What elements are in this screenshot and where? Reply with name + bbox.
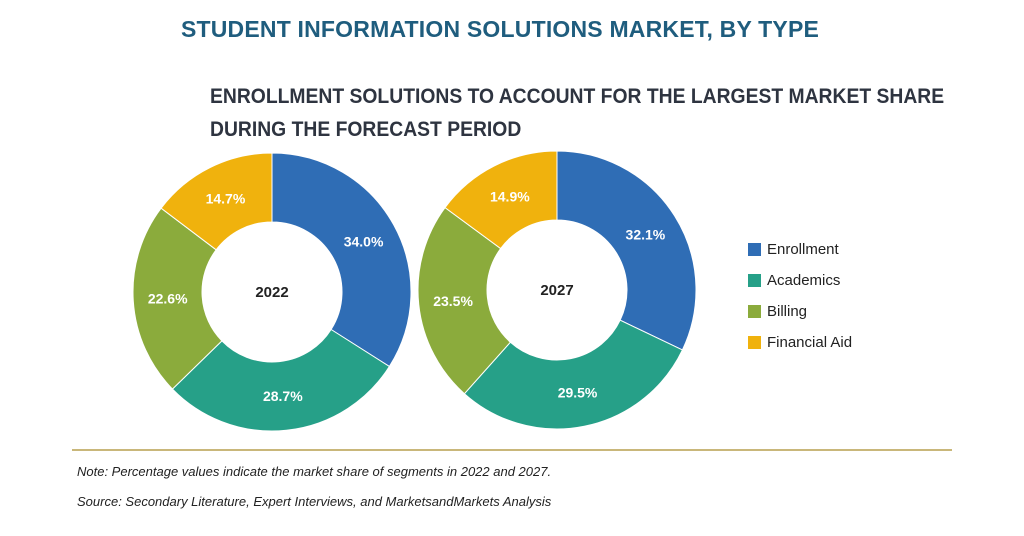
legend-swatch-financial-aid <box>748 336 761 349</box>
chart-title: STUDENT INFORMATION SOLUTIONS MARKET, BY… <box>180 16 820 42</box>
center-label-2027: 2027 <box>540 282 573 299</box>
legend-label-financial-aid: Financial Aid <box>767 334 853 351</box>
legend-item-financial-aid: Financial Aid <box>748 327 852 358</box>
legend-swatch-academics <box>748 274 761 287</box>
slice-2022-enrollment <box>271 152 412 368</box>
slice-2022-billing <box>132 207 223 390</box>
chart-subtitle-line-2: DURING THE FORECAST PERIOD <box>210 118 522 141</box>
chart-subtitle-line-1: ENROLLMENT SOLUTIONS TO ACCOUNT FOR THE … <box>210 85 945 108</box>
legend-item-billing: Billing <box>748 296 852 327</box>
legend-label-enrollment: Enrollment <box>767 241 839 258</box>
legend-label-academics: Academics <box>767 272 841 289</box>
slice-2027-financial-aid <box>444 150 558 250</box>
slice-2027-enrollment <box>556 150 697 351</box>
legend-item-academics: Academics <box>748 265 852 296</box>
legend-swatch-enrollment <box>748 243 761 256</box>
data-label-2022-financial-aid: 14.7% <box>206 190 246 206</box>
chart-subtitle: ENROLLMENT SOLUTIONS TO ACCOUNT FOR THE … <box>210 80 945 146</box>
data-label-2027-academics: 29.5% <box>558 384 598 400</box>
data-label-2022-academics: 28.7% <box>263 388 303 404</box>
legend-swatch-billing <box>748 305 761 318</box>
legend: Enrollment Academics Billing Financial A… <box>748 234 852 358</box>
slice-2022-financial-aid <box>160 152 273 251</box>
footer-divider <box>72 449 952 451</box>
data-label-2022-enrollment: 34.0% <box>344 234 384 250</box>
legend-label-billing: Billing <box>767 303 808 320</box>
donut-charts: 34.0% 28.7% 22.6% 14.7% 2022 32.1% 29.5% 23.5% 1… <box>132 150 697 432</box>
slice-2022-academics <box>171 328 391 432</box>
legend-item-enrollment: Enrollment <box>748 234 852 265</box>
data-label-2027-billing: 23.5% <box>433 293 473 309</box>
footnote: Note: Percentage values indicate the mar… <box>77 464 552 479</box>
data-label-2027-enrollment: 32.1% <box>626 226 666 242</box>
data-label-2027-financial-aid: 14.9% <box>490 189 530 205</box>
source-note: Source: Secondary Literature, Expert Int… <box>77 494 552 509</box>
data-label-2022-billing: 22.6% <box>148 291 188 307</box>
slice-2027-academics <box>463 319 684 430</box>
slice-2027-billing <box>417 206 512 395</box>
center-label-2022: 2022 <box>255 284 288 301</box>
